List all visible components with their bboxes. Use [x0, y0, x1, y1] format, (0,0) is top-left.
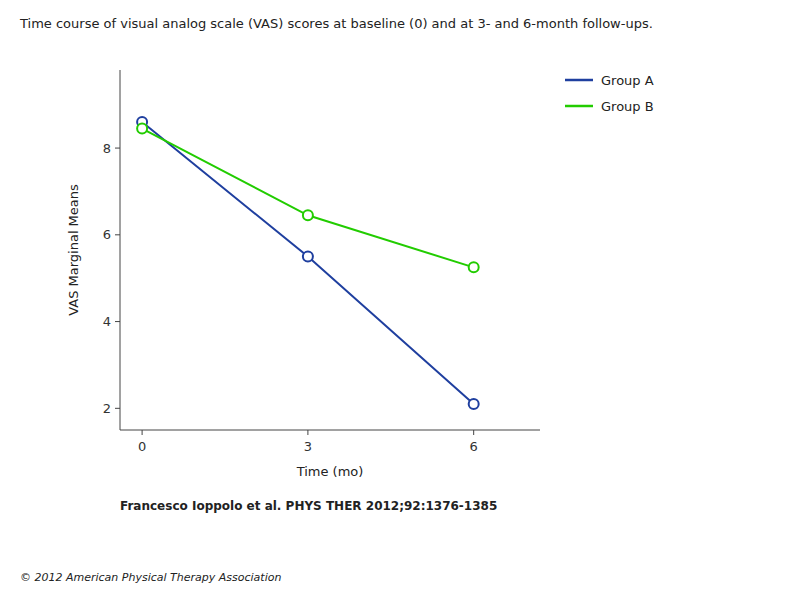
y-tick-label: 6	[103, 227, 111, 242]
series-line	[142, 122, 474, 404]
legend-label: Group B	[601, 99, 654, 114]
y-tick	[115, 408, 120, 409]
plot-area	[137, 117, 479, 409]
x-tick-label: 3	[304, 439, 312, 454]
legend-swatch	[565, 79, 593, 82]
y-tick	[115, 321, 120, 322]
y-tick-label: 2	[103, 401, 111, 416]
citation: Francesco Ioppolo et al. PHYS THER 2012;…	[120, 499, 497, 513]
series-line	[142, 129, 474, 268]
x-tick-label: 0	[138, 439, 146, 454]
x-tick	[142, 430, 143, 435]
point	[469, 262, 479, 272]
x-tick-label: 6	[470, 439, 478, 454]
x-axis	[120, 430, 540, 431]
y-tick-label: 8	[103, 141, 111, 156]
chart: Time course of visual analog scale (VAS)…	[0, 0, 794, 595]
y-tick	[115, 234, 120, 235]
point	[137, 124, 147, 134]
y-tick	[115, 148, 120, 149]
point	[469, 399, 479, 409]
title: Time course of visual analog scale (VAS)…	[19, 16, 653, 31]
x-tick	[473, 430, 474, 435]
x-tick	[307, 430, 308, 435]
point	[303, 252, 313, 262]
y-axis-label: VAS Marginal Means	[66, 184, 81, 316]
y-tick-label: 4	[103, 314, 111, 329]
legend-swatch	[565, 105, 593, 108]
footnote: © 2012 American Physical Therapy Associa…	[20, 571, 281, 584]
legend-label: Group A	[601, 73, 654, 88]
point	[303, 210, 313, 220]
x-axis-label: Time (mo)	[296, 464, 364, 479]
y-axis	[120, 70, 121, 430]
